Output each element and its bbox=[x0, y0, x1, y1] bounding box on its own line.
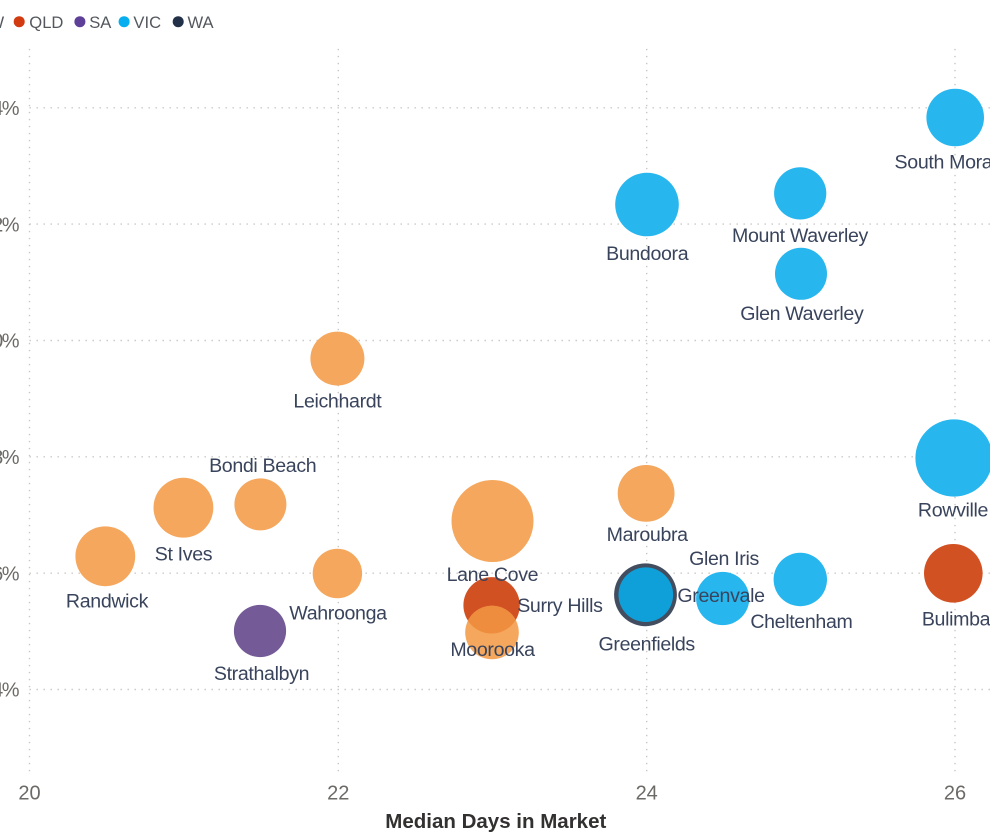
svg-text:Moorooka: Moorooka bbox=[450, 639, 535, 661]
svg-text:Wahroonga: Wahroonga bbox=[289, 603, 387, 625]
svg-text:24: 24 bbox=[636, 783, 658, 805]
svg-text:4%: 4% bbox=[0, 680, 20, 702]
svg-text:St Ives: St Ives bbox=[155, 544, 213, 566]
svg-text:Bundoora: Bundoora bbox=[606, 243, 689, 265]
svg-text:22: 22 bbox=[327, 783, 349, 805]
svg-text:Median Days in Market: Median Days in Market bbox=[385, 810, 606, 833]
svg-text:8%: 8% bbox=[0, 447, 20, 469]
svg-text:6%: 6% bbox=[0, 563, 20, 585]
svg-text:VIC: VIC bbox=[133, 13, 161, 32]
svg-text:QLD: QLD bbox=[29, 13, 63, 32]
svg-text:Greenfields: Greenfields bbox=[599, 633, 696, 655]
svg-text:South Morang: South Morang bbox=[895, 152, 990, 174]
svg-text:Strathalbyn: Strathalbyn bbox=[214, 663, 309, 685]
svg-text:26: 26 bbox=[944, 783, 966, 805]
svg-text:10%: 10% bbox=[0, 331, 20, 353]
svg-text:14%: 14% bbox=[0, 98, 20, 120]
svg-text:Leichhardt: Leichhardt bbox=[293, 391, 382, 413]
svg-text:Mount Waverley: Mount Waverley bbox=[732, 225, 868, 247]
svg-text:Lane Cove: Lane Cove bbox=[447, 564, 539, 586]
svg-text:Randwick: Randwick bbox=[66, 590, 149, 612]
svg-text:Maroubra: Maroubra bbox=[607, 524, 689, 546]
svg-text:Glen Waverley: Glen Waverley bbox=[740, 303, 864, 325]
svg-text:SA: SA bbox=[89, 13, 112, 32]
svg-text:Bulimba: Bulimba bbox=[922, 609, 990, 631]
svg-text:Cheltenham: Cheltenham bbox=[750, 611, 852, 633]
svg-text:Greenvale: Greenvale bbox=[677, 585, 765, 607]
svg-text:WA: WA bbox=[188, 13, 215, 32]
svg-text:20: 20 bbox=[18, 783, 40, 805]
svg-text:Glen Iris: Glen Iris bbox=[689, 548, 759, 570]
svg-text:12%: 12% bbox=[0, 214, 20, 236]
svg-text:Bondi Beach: Bondi Beach bbox=[209, 455, 316, 477]
svg-text:Surry Hills: Surry Hills bbox=[517, 595, 603, 617]
svg-text:NSW: NSW bbox=[0, 13, 5, 32]
svg-text:Rowville: Rowville bbox=[918, 500, 989, 522]
